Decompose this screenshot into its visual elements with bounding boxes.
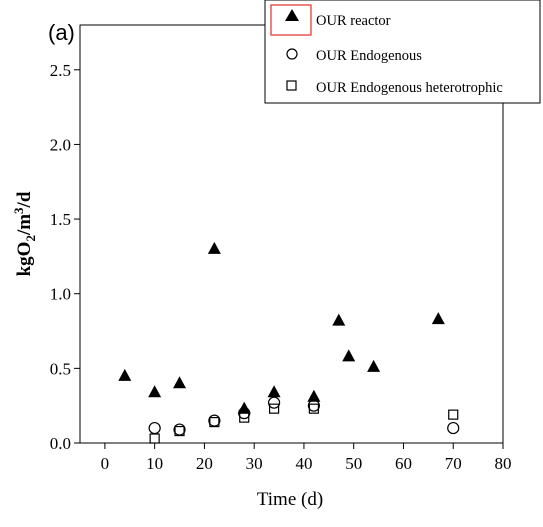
point-our-reactor (118, 368, 132, 381)
y-tick-label: 2.5 (50, 61, 71, 80)
point-our-endogenous-heterotrophic (174, 425, 185, 437)
y-axis-title-subscript: 2 (23, 235, 38, 242)
x-tick-label: 0 (101, 454, 110, 473)
point-our-endogenous (267, 396, 281, 409)
y-axis-title-tail: /d (14, 191, 35, 208)
x-tick-label: 30 (246, 454, 263, 473)
point-our-endogenous-heterotrophic (149, 433, 160, 444)
x-tick-label: 50 (345, 454, 362, 473)
point-our-reactor (267, 385, 281, 398)
x-axis: 0 10 20 30 40 50 60 70 80 (101, 443, 512, 473)
point-our-reactor (173, 376, 187, 389)
legend-circle-icon (286, 48, 298, 60)
point-our-endogenous (148, 421, 161, 435)
data-points (118, 241, 460, 444)
legend-label-reactor: OUR reactor (316, 13, 391, 29)
point-our-endogenous-heterotrophic (268, 403, 280, 414)
point-our-reactor (148, 385, 162, 398)
legend-highlight-box (270, 4, 312, 36)
point-our-endogenous-heterotrophic (209, 417, 220, 428)
point-our-reactor (307, 389, 321, 402)
y-axis-title-group: kgO2/m3/d (11, 191, 38, 276)
y-axis-title-base: kgO (14, 242, 35, 277)
legend: OUR reactor OUR Endogenous OUR Endogenou… (264, 0, 541, 104)
x-axis-title: Time (d) (257, 489, 323, 510)
y-tick-label: 0.0 (50, 434, 71, 453)
y-tick-label: 0.5 (50, 359, 71, 378)
point-our-endogenous (238, 407, 251, 420)
panel-label: (a) (48, 20, 75, 45)
legend-label-endogenous: OUR Endogenous (316, 48, 422, 64)
y-axis: 0.0 0.5 1.0 1.5 2.0 2.5 (50, 61, 80, 453)
x-tick-label: 10 (146, 454, 163, 473)
point-our-endogenous-heterotrophic (239, 412, 250, 423)
point-our-reactor (431, 312, 445, 325)
point-our-endogenous (173, 423, 186, 436)
legend-label-heterotrophic: OUR Endogenous heterotrophic (316, 80, 503, 96)
point-our-reactor (342, 349, 356, 362)
y-tick-label: 1.0 (50, 285, 71, 304)
x-tick-label: 80 (495, 454, 512, 473)
point-our-endogenous (307, 399, 320, 412)
x-tick-label: 70 (445, 454, 462, 473)
point-our-endogenous-heterotrophic (448, 409, 459, 420)
point-our-reactor (367, 359, 381, 372)
point-our-reactor (332, 313, 346, 326)
legend-triangle-icon (285, 9, 299, 21)
x-tick-label: 20 (196, 454, 213, 473)
x-tick-label: 40 (295, 454, 312, 473)
point-our-reactor (207, 241, 221, 254)
y-tick-label: 2.0 (50, 135, 71, 154)
point-our-endogenous-heterotrophic (308, 403, 319, 414)
point-our-endogenous (208, 414, 221, 427)
x-tick-label: 60 (395, 454, 412, 473)
y-axis-title-mid: /m (14, 214, 35, 236)
legend-square-icon (286, 80, 297, 91)
point-our-endogenous (447, 421, 460, 435)
y-axis-title: kgO2/m3/d (11, 191, 38, 276)
y-axis-title-superscript: 3 (11, 207, 26, 214)
y-tick-label: 1.5 (50, 210, 71, 229)
